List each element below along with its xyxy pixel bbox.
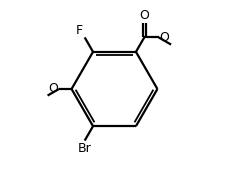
Text: O: O [159,31,169,44]
Text: Br: Br [78,142,92,155]
Text: F: F [76,23,83,36]
Text: O: O [48,82,58,96]
Text: O: O [139,9,149,22]
